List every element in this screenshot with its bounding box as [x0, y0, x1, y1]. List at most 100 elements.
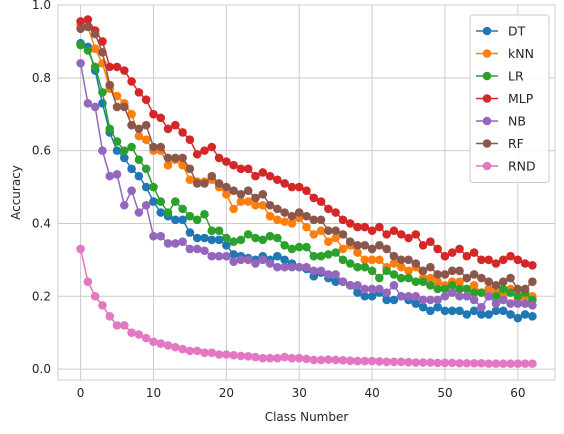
data-point-lr — [316, 251, 326, 261]
data-point-rnd — [455, 358, 464, 368]
data-point-nb — [389, 281, 399, 290]
data-point-rf — [455, 266, 464, 276]
data-point-nb — [294, 262, 304, 272]
data-point-nb — [426, 295, 435, 305]
data-point-dt — [214, 235, 224, 245]
series-mlp — [76, 15, 537, 270]
data-point-rf — [302, 211, 311, 221]
data-point-nb — [141, 200, 151, 210]
data-point-rnd — [440, 358, 450, 368]
data-point-nb — [462, 291, 472, 301]
data-point-lr — [287, 244, 297, 254]
data-point-rnd — [513, 359, 523, 368]
series-nb — [76, 58, 537, 312]
data-point-knn — [367, 255, 377, 265]
data-point-knn — [484, 284, 493, 294]
data-point-rf — [389, 251, 399, 261]
data-point-knn — [324, 237, 333, 246]
data-point-rnd — [178, 344, 187, 354]
data-point-rf — [367, 244, 377, 254]
data-point-mlp — [265, 171, 275, 181]
data-point-dt — [273, 251, 282, 261]
data-point-mlp — [185, 135, 195, 145]
data-point-rf — [90, 29, 100, 39]
data-point-dt — [484, 310, 493, 319]
data-point-knn — [360, 255, 370, 265]
data-point-rnd — [506, 359, 515, 368]
data-point-knn — [163, 160, 173, 170]
data-point-rf — [316, 215, 326, 225]
data-point-lr — [163, 208, 173, 217]
data-point-rf — [280, 208, 289, 217]
data-point-dt — [185, 228, 195, 237]
legend-label: MLP — [508, 91, 534, 106]
data-point-mlp — [338, 215, 348, 225]
data-point-rnd — [273, 353, 282, 363]
y-tick-label: 0.2 — [32, 289, 51, 303]
data-point-dt — [477, 310, 486, 319]
data-point-lr — [382, 266, 391, 276]
data-point-rnd — [404, 357, 413, 367]
data-point-lr — [396, 273, 406, 283]
data-point-knn — [141, 135, 151, 145]
data-point-rnd — [345, 356, 355, 366]
data-point-dt — [506, 310, 515, 319]
data-point-rf — [192, 179, 202, 188]
data-point-dt — [389, 295, 399, 305]
data-point-lr — [258, 235, 268, 245]
data-point-rf — [477, 273, 486, 283]
data-point-mlp — [440, 251, 450, 261]
data-point-lr — [141, 164, 151, 174]
data-point-rf — [163, 153, 173, 163]
data-point-rnd — [447, 358, 457, 368]
data-point-lr — [513, 291, 523, 301]
data-point-mlp — [127, 77, 136, 86]
data-point-mlp — [506, 251, 515, 261]
data-point-lr — [265, 231, 275, 241]
data-point-rnd — [433, 358, 442, 368]
data-point-dt — [411, 299, 421, 308]
data-point-rnd — [156, 339, 166, 348]
legend-swatch-marker — [482, 71, 492, 81]
data-point-rf — [265, 200, 275, 210]
data-point-lr — [426, 281, 435, 290]
data-point-rnd — [185, 346, 195, 356]
data-point-mlp — [462, 251, 472, 261]
data-point-rnd — [375, 357, 384, 366]
data-point-rnd — [141, 333, 151, 343]
legend-item-lr: LR — [476, 69, 524, 84]
data-point-dt — [528, 311, 537, 321]
data-point-lr — [236, 235, 246, 245]
data-point-rf — [396, 255, 406, 265]
data-point-nb — [345, 281, 355, 290]
data-point-nb — [236, 255, 246, 265]
data-point-rf — [214, 179, 224, 188]
data-point-rnd — [192, 346, 202, 356]
data-point-lr — [149, 182, 158, 192]
data-point-knn — [185, 175, 195, 185]
data-point-nb — [302, 262, 311, 272]
data-point-rf — [513, 284, 523, 294]
data-point-rnd — [149, 337, 158, 347]
data-point-rf — [462, 273, 472, 283]
data-point-rf — [447, 266, 457, 276]
data-point-nb — [287, 262, 297, 272]
data-point-rnd — [258, 353, 268, 363]
data-point-lr — [207, 226, 217, 236]
data-point-nb — [367, 284, 377, 294]
data-point-knn — [178, 160, 187, 170]
data-point-dt — [513, 313, 523, 323]
data-point-rnd — [134, 330, 144, 339]
data-point-dt — [426, 306, 435, 316]
data-point-lr — [185, 211, 195, 221]
data-point-mlp — [331, 208, 340, 217]
data-point-mlp — [411, 230, 421, 239]
data-point-lr — [214, 226, 224, 236]
data-point-lr — [178, 204, 187, 214]
data-point-rf — [149, 142, 158, 152]
data-point-rf — [236, 190, 246, 199]
data-point-knn — [426, 273, 435, 283]
data-point-nb — [214, 251, 224, 261]
data-point-knn — [134, 131, 144, 141]
data-point-mlp — [243, 164, 253, 174]
